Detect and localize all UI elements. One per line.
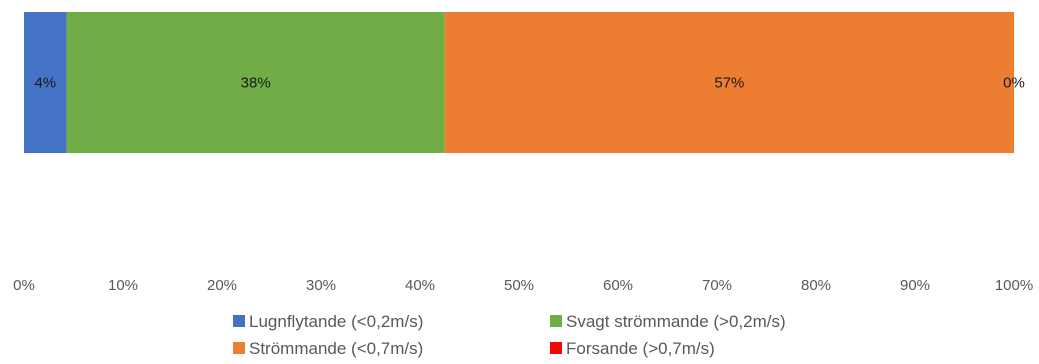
x-tick-label: 30% — [306, 277, 336, 294]
bar-segment-2 — [444, 12, 1014, 153]
chart-legend: Lugnflytande (<0,2m/s) Svagt strömmande (… — [233, 312, 786, 358]
x-tick-label: 90% — [900, 277, 930, 294]
legend-label: Lugnflytande (<0,2m/s) — [249, 312, 423, 331]
x-axis-tick-labels: 0% 10% 20% 30% 40% 50% 60% 70% 80% 90% 100% — [13, 277, 1033, 294]
bar-segment-0 — [24, 12, 67, 153]
x-tick-label: 70% — [702, 277, 732, 294]
bar-segments — [24, 12, 1014, 153]
legend-swatch — [550, 315, 562, 327]
x-tick-label: 100% — [995, 277, 1033, 294]
x-tick-label: 40% — [405, 277, 435, 294]
bar-data-label-1: 38% — [241, 75, 271, 92]
legend-label: Svagt strömmande (>0,2m/s) — [566, 312, 786, 331]
bar-data-label-3: 0% — [1003, 75, 1025, 92]
bar-data-label-2: 57% — [714, 75, 744, 92]
bar-data-label-0: 4% — [34, 75, 56, 92]
x-tick-label: 80% — [801, 277, 831, 294]
legend-swatch — [233, 342, 245, 354]
legend-item-0: Lugnflytande (<0,2m/s) — [233, 312, 423, 331]
bar-segment-1 — [66, 12, 445, 153]
x-tick-label: 20% — [207, 277, 237, 294]
legend-item-1: Svagt strömmande (>0,2m/s) — [550, 312, 786, 331]
legend-item-2: Strömmande (<0,7m/s) — [233, 339, 423, 358]
bar-data-labels: 4% 38% 57% 0% — [34, 75, 1024, 92]
legend-item-3: Forsande (>0,7m/s) — [550, 339, 715, 358]
x-tick-label: 60% — [603, 277, 633, 294]
x-tick-label: 50% — [504, 277, 534, 294]
legend-label: Forsande (>0,7m/s) — [566, 339, 715, 358]
legend-swatch — [550, 342, 562, 354]
x-tick-label: 10% — [108, 277, 138, 294]
legend-swatch — [233, 315, 245, 327]
legend-label: Strömmande (<0,7m/s) — [249, 339, 423, 358]
x-tick-label: 0% — [13, 277, 35, 294]
